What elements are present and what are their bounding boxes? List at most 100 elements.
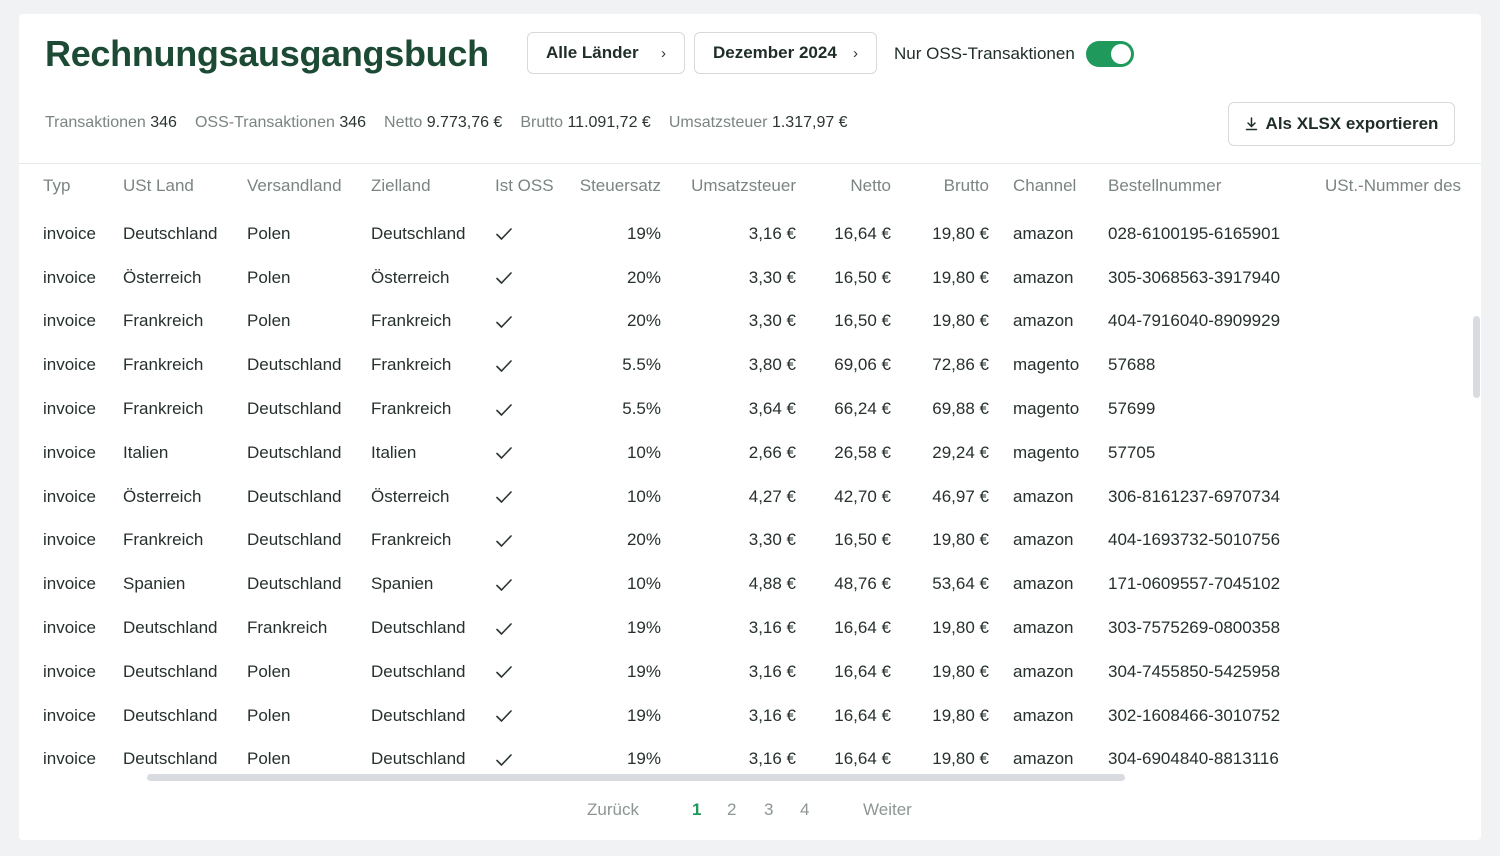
table-cell: Spanien xyxy=(123,574,186,594)
table-cell: amazon xyxy=(1013,574,1074,594)
table-cell xyxy=(1325,650,1481,694)
table-cell: invoice xyxy=(43,486,96,506)
table-cell: Deutschland xyxy=(371,223,466,243)
table-row[interactable]: invoice Frankreich Deutschland Frankreich 5.… xyxy=(19,343,1481,387)
table-cell: invoice xyxy=(43,223,96,243)
table-row[interactable]: invoice Spanien Deutschland Spanien 10% 4,88 … xyxy=(19,562,1481,606)
prev-page-button[interactable]: Zurück xyxy=(587,800,639,819)
table-cell: amazon xyxy=(1013,530,1074,550)
table-row[interactable]: invoice Frankreich Deutschland Frankreich 5.… xyxy=(19,387,1481,431)
table-cell: Deutschland xyxy=(247,355,342,375)
table-cell xyxy=(1325,256,1481,300)
stat-item: Transaktionen 346 xyxy=(45,114,177,132)
table-cell: Deutschland xyxy=(247,399,342,419)
table-cell: 3,30 € xyxy=(748,267,796,287)
table-cell: invoice xyxy=(43,311,96,331)
table-cell: 42,70 € xyxy=(834,486,891,506)
table-row[interactable]: invoice Deutschland Polen Deutschland 19% 3,1… xyxy=(19,650,1481,694)
column-header[interactable]: Brutto xyxy=(943,176,989,195)
export-label: Als XLSX exportieren xyxy=(1265,114,1439,133)
table-cell: 19,80 € xyxy=(932,530,989,550)
page-3-button[interactable]: 3 xyxy=(764,800,774,819)
oss-toggle[interactable] xyxy=(1086,41,1134,67)
table-cell: 19,80 € xyxy=(932,705,989,725)
table-cell: amazon xyxy=(1013,311,1074,331)
column-header[interactable]: Versandland xyxy=(247,176,342,195)
table-row[interactable]: invoice Frankreich Deutschland Frankreich 20… xyxy=(19,519,1481,563)
column-header[interactable]: Steuersatz xyxy=(579,176,661,195)
horizontal-scrollbar[interactable] xyxy=(147,774,1125,781)
column-header[interactable]: Umsatzsteuer xyxy=(691,176,796,195)
table-row[interactable]: invoice Deutschland Polen Deutschland 19% 3,1… xyxy=(19,208,1481,256)
table-cell: 46,97 € xyxy=(932,486,989,506)
table-cell: 57699 xyxy=(1108,399,1156,419)
page-title: Rechnungsausgangsbuch xyxy=(45,33,489,74)
table-cell: 20% xyxy=(626,267,661,287)
table-cell: invoice xyxy=(43,530,96,550)
table-cell: amazon xyxy=(1013,661,1074,681)
table-cell: 304-7455850-5425958 xyxy=(1108,661,1281,681)
table-cell: Österreich xyxy=(123,486,202,506)
table-row[interactable]: invoice Deutschland Polen Deutschland 19% 3,1… xyxy=(19,738,1481,774)
table-row[interactable]: invoice Deutschland Frankreich Deutschland 1… xyxy=(19,606,1481,650)
check-icon xyxy=(496,491,512,503)
column-header[interactable]: USt Land xyxy=(123,176,194,195)
column-header[interactable]: Typ xyxy=(43,176,71,195)
table-cell: 19% xyxy=(626,223,661,243)
export-xlsx-button[interactable]: Als XLSX exportieren xyxy=(1228,102,1455,146)
table-cell: amazon xyxy=(1013,705,1074,725)
table-cell xyxy=(495,387,567,431)
table-cell xyxy=(1325,208,1481,256)
table-cell: 5.5% xyxy=(622,399,661,419)
table-cell: 3,16 € xyxy=(748,705,796,725)
table-cell: Frankreich xyxy=(123,530,204,550)
table-cell: Polen xyxy=(247,705,291,725)
toggle-knob xyxy=(1111,44,1131,64)
country-select[interactable]: Alle Länder › xyxy=(527,32,685,74)
table-cell: 19% xyxy=(626,705,661,725)
column-header[interactable]: Channel xyxy=(1013,176,1077,195)
chevron-right-icon: › xyxy=(853,44,858,62)
column-header[interactable]: Zielland xyxy=(371,176,431,195)
page-4-button[interactable]: 4 xyxy=(800,800,810,819)
page-1-button[interactable]: 1 xyxy=(692,800,702,819)
table-cell: Polen xyxy=(247,311,291,331)
table-container[interactable]: Typ USt Land Versandland Zielland Ist OSS Ste… xyxy=(19,164,1481,774)
table-cell: Österreich xyxy=(371,267,450,287)
table-cell: 20% xyxy=(626,530,661,550)
stat-item: Netto 9.773,76 € xyxy=(384,114,502,132)
table-cell: magento xyxy=(1013,442,1080,462)
column-header[interactable]: Bestellnummer xyxy=(1108,176,1222,195)
page-2-button[interactable]: 2 xyxy=(727,800,737,819)
table-row[interactable]: invoice Österreich Deutschland Österreich 10… xyxy=(19,475,1481,519)
table-row[interactable]: invoice Österreich Polen Österreich 20% 3,30 … xyxy=(19,256,1481,300)
column-header[interactable]: Ist OSS xyxy=(495,176,554,195)
download-icon xyxy=(1245,117,1257,131)
table-cell: 16,50 € xyxy=(834,530,891,550)
table-cell: 19,80 € xyxy=(932,618,989,638)
table-row[interactable]: invoice Frankreich Polen Frankreich 20% 3,30 … xyxy=(19,300,1481,344)
table-cell: 10% xyxy=(626,574,661,594)
month-select[interactable]: Dezember 2024 › xyxy=(694,32,877,74)
check-icon xyxy=(496,272,512,285)
table-cell: Polen xyxy=(247,223,291,243)
table-cell: 3,80 € xyxy=(748,355,796,375)
table-cell: 69,88 € xyxy=(932,399,989,419)
table-cell: 72,86 € xyxy=(932,355,989,375)
table-cell: amazon xyxy=(1013,486,1074,506)
table-cell: Polen xyxy=(247,749,291,769)
table-cell: 16,64 € xyxy=(834,223,891,243)
table-cell: Deutschland xyxy=(247,530,342,550)
stat-label: Brutto xyxy=(520,114,568,131)
column-header[interactable]: Netto xyxy=(850,176,891,195)
table-row[interactable]: invoice Italien Deutschland Italien 10% 2,66 … xyxy=(19,431,1481,475)
stat-value: 1.317,97 € xyxy=(771,114,848,131)
check-icon xyxy=(496,316,512,328)
column-header[interactable]: USt.-Nummer des xyxy=(1325,176,1462,195)
vertical-scrollbar[interactable] xyxy=(1473,316,1480,398)
table-cell: Deutschland xyxy=(123,749,218,769)
table-cell: invoice xyxy=(43,442,96,462)
table-row[interactable]: invoice Deutschland Polen Deutschland 19% 3,1… xyxy=(19,694,1481,738)
table-cell: 19% xyxy=(626,661,661,681)
next-page-button[interactable]: Weiter xyxy=(863,800,912,819)
